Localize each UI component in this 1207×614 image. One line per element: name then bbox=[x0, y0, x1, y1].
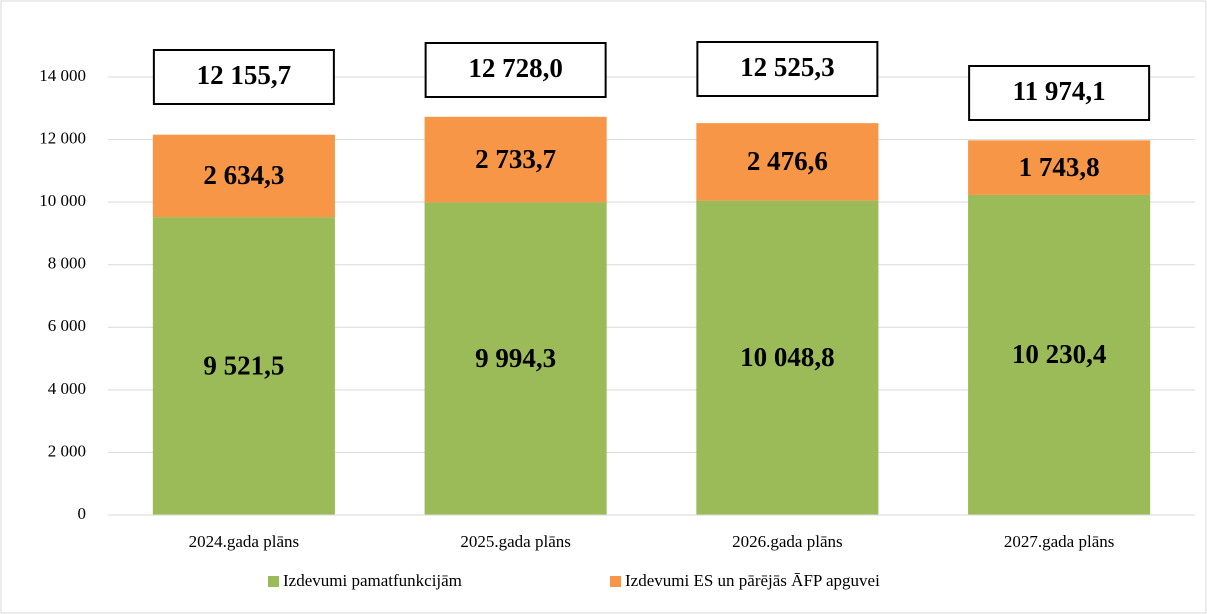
y-tick-label: 10 000 bbox=[39, 191, 86, 210]
legend-swatch bbox=[610, 576, 621, 587]
value-label: 2 634,3 bbox=[203, 160, 284, 190]
bar-segment bbox=[968, 140, 1151, 195]
total-box bbox=[152, 49, 335, 105]
x-tick-label: 2025.gada plāns bbox=[460, 532, 570, 551]
total-label: 12 155,7 bbox=[197, 60, 292, 90]
bar-segment bbox=[424, 202, 607, 516]
total-box bbox=[424, 42, 607, 98]
y-tick-label: 14 000 bbox=[39, 66, 86, 85]
value-label: 10 048,8 bbox=[740, 342, 835, 372]
legend-label: Izdevumi pamatfunkcijām bbox=[283, 571, 462, 590]
value-label: 1 743,8 bbox=[1019, 152, 1100, 182]
bar-segment bbox=[696, 123, 879, 201]
value-label: 9 521,5 bbox=[203, 350, 284, 380]
y-tick-label: 8 000 bbox=[48, 254, 86, 273]
bar-segment bbox=[152, 217, 335, 515]
y-tick-label: 6 000 bbox=[48, 316, 86, 335]
value-label: 2 733,7 bbox=[475, 144, 556, 174]
x-tick-label: 2026.gada plāns bbox=[732, 532, 842, 551]
value-label: 2 476,6 bbox=[747, 146, 828, 176]
y-tick-label: 2 000 bbox=[48, 441, 86, 460]
total-box bbox=[696, 41, 879, 97]
y-tick-label: 12 000 bbox=[39, 128, 86, 147]
value-label: 9 994,3 bbox=[475, 343, 556, 373]
bar-segment bbox=[152, 134, 335, 218]
bar-segment bbox=[968, 194, 1151, 515]
bar-segment bbox=[424, 116, 607, 203]
y-tick-label: 0 bbox=[78, 504, 87, 523]
x-tick-label: 2027.gada plāns bbox=[1004, 532, 1114, 551]
total-box bbox=[968, 65, 1151, 121]
total-label: 11 974,1 bbox=[1013, 76, 1106, 106]
legend-label: Izdevumi ES un pārējās ĀFP apguvei bbox=[625, 571, 880, 590]
value-label: 10 230,4 bbox=[1012, 339, 1107, 369]
bar-segment bbox=[696, 200, 879, 515]
y-tick-label: 4 000 bbox=[48, 379, 86, 398]
total-label: 12 728,0 bbox=[468, 53, 563, 83]
legend-swatch bbox=[268, 576, 279, 587]
total-label: 12 525,3 bbox=[740, 52, 835, 82]
x-tick-label: 2024.gada plāns bbox=[189, 532, 299, 551]
